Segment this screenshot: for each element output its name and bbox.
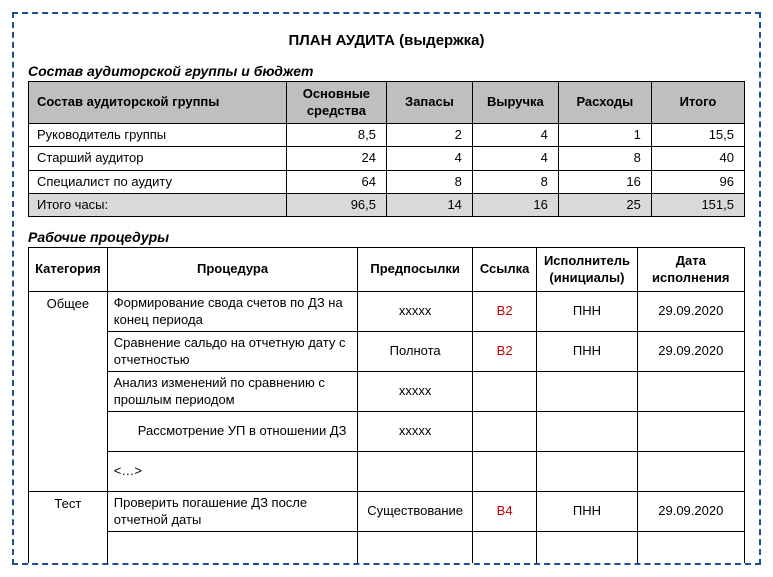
link-cell <box>472 372 536 412</box>
procedures-table: Категория Процедура Предпосылки Ссылка И… <box>28 247 745 565</box>
procedure-cell: Сравнение сальдо на отчетную дату с отче… <box>107 332 358 372</box>
procedures-section-header: Рабочие процедуры <box>28 229 745 245</box>
executor-cell: ПНН <box>537 332 637 372</box>
procedure-cell: <…> <box>107 452 358 492</box>
col-rashody: Расходы <box>558 82 651 124</box>
executor-cell: ПНН <box>537 292 637 332</box>
procedure-text: Рассмотрение УП в отношении ДЗ <box>114 423 347 439</box>
table-row: Специалист по аудиту 64 8 8 16 96 <box>29 170 745 193</box>
date-cell: 29.09.2020 <box>637 492 744 532</box>
cell: 16 <box>472 193 558 216</box>
link-cell: В2 <box>472 332 536 372</box>
cell: 25 <box>558 193 651 216</box>
total-label: Итого часы: <box>29 193 287 216</box>
cell: 4 <box>387 147 473 170</box>
executor-cell <box>537 532 637 566</box>
row-label: Руководитель группы <box>29 124 287 147</box>
cell: 8 <box>387 170 473 193</box>
premise-cell: ххххх <box>358 412 473 452</box>
table-row: <…> <box>29 452 745 492</box>
date-cell <box>637 532 744 566</box>
document-frame: ПЛАН АУДИТА (выдержка) Состав аудиторско… <box>12 12 761 565</box>
table-row: Тест Проверить погашение ДЗ после отчетн… <box>29 492 745 532</box>
col-link: Ссылка <box>472 248 536 292</box>
cell: 24 <box>286 147 386 170</box>
cell: 8,5 <box>286 124 386 147</box>
cell: 4 <box>472 124 558 147</box>
date-cell <box>637 412 744 452</box>
date-cell: 29.09.2020 <box>637 332 744 372</box>
proc-header-row: Категория Процедура Предпосылки Ссылка И… <box>29 248 745 292</box>
premise-cell: ххххх <box>358 372 473 412</box>
cell: 64 <box>286 170 386 193</box>
procedure-cell: Формирование свода счетов по ДЗ на конец… <box>107 292 358 332</box>
cell: 14 <box>387 193 473 216</box>
category-cell: Тест <box>29 492 108 566</box>
col-procedure: Процедура <box>107 248 358 292</box>
team-header-row: Состав аудиторской группы Основные средс… <box>29 82 745 124</box>
document-title: ПЛАН АУДИТА (выдержка) <box>28 32 745 49</box>
executor-cell <box>537 412 637 452</box>
table-row: Сравнение сальдо на отчетную дату с отче… <box>29 332 745 372</box>
cell: 15,5 <box>651 124 744 147</box>
cell: 96 <box>651 170 744 193</box>
executor-cell <box>537 452 637 492</box>
table-row: Рассмотрение УП в отношении ДЗ ххххх <box>29 412 745 452</box>
date-cell <box>637 372 744 412</box>
col-executor: Исполнитель (инициалы) <box>537 248 637 292</box>
date-cell <box>637 452 744 492</box>
premise-cell <box>358 452 473 492</box>
link-cell <box>472 532 536 566</box>
row-label: Специалист по аудиту <box>29 170 287 193</box>
cell: 96,5 <box>286 193 386 216</box>
link-cell: В4 <box>472 492 536 532</box>
procedure-cell: Анализ изменений по сравнению с прошлым … <box>107 372 358 412</box>
cell: 2 <box>387 124 473 147</box>
link-cell: В2 <box>472 292 536 332</box>
cell: 1 <box>558 124 651 147</box>
col-category: Категория <box>29 248 108 292</box>
procedure-cell: Рассмотрение УП в отношении ДЗ <box>107 412 358 452</box>
table-row: Старший аудитор 24 4 4 8 40 <box>29 147 745 170</box>
date-cell: 29.09.2020 <box>637 292 744 332</box>
cell: 40 <box>651 147 744 170</box>
col-osnov: Основные средства <box>286 82 386 124</box>
link-cell <box>472 412 536 452</box>
premise-cell: Существование <box>358 492 473 532</box>
col-premises: Предпосылки <box>358 248 473 292</box>
cell: 4 <box>472 147 558 170</box>
table-row: Общее Формирование свода счетов по ДЗ на… <box>29 292 745 332</box>
table-row <box>29 532 745 566</box>
cell: 151,5 <box>651 193 744 216</box>
cell: 8 <box>472 170 558 193</box>
category-cell: Общее <box>29 292 108 492</box>
procedure-cell <box>107 532 358 566</box>
procedure-cell: Проверить погашение ДЗ после отчетной да… <box>107 492 358 532</box>
premise-cell <box>358 532 473 566</box>
col-vyruchka: Выручка <box>472 82 558 124</box>
premise-cell: Полнота <box>358 332 473 372</box>
executor-cell <box>537 372 637 412</box>
col-team: Состав аудиторской группы <box>29 82 287 124</box>
table-row: Руководитель группы 8,5 2 4 1 15,5 <box>29 124 745 147</box>
col-zapasy: Запасы <box>387 82 473 124</box>
team-section-header: Состав аудиторской группы и бюджет <box>28 63 745 79</box>
premise-cell: ххххх <box>358 292 473 332</box>
link-cell <box>472 452 536 492</box>
cell: 8 <box>558 147 651 170</box>
cell: 16 <box>558 170 651 193</box>
col-date: Дата исполнения <box>637 248 744 292</box>
table-row: Анализ изменений по сравнению с прошлым … <box>29 372 745 412</box>
col-itogo: Итого <box>651 82 744 124</box>
team-budget-table: Состав аудиторской группы Основные средс… <box>28 81 745 217</box>
team-total-row: Итого часы: 96,5 14 16 25 151,5 <box>29 193 745 216</box>
executor-cell: ПНН <box>537 492 637 532</box>
row-label: Старший аудитор <box>29 147 287 170</box>
